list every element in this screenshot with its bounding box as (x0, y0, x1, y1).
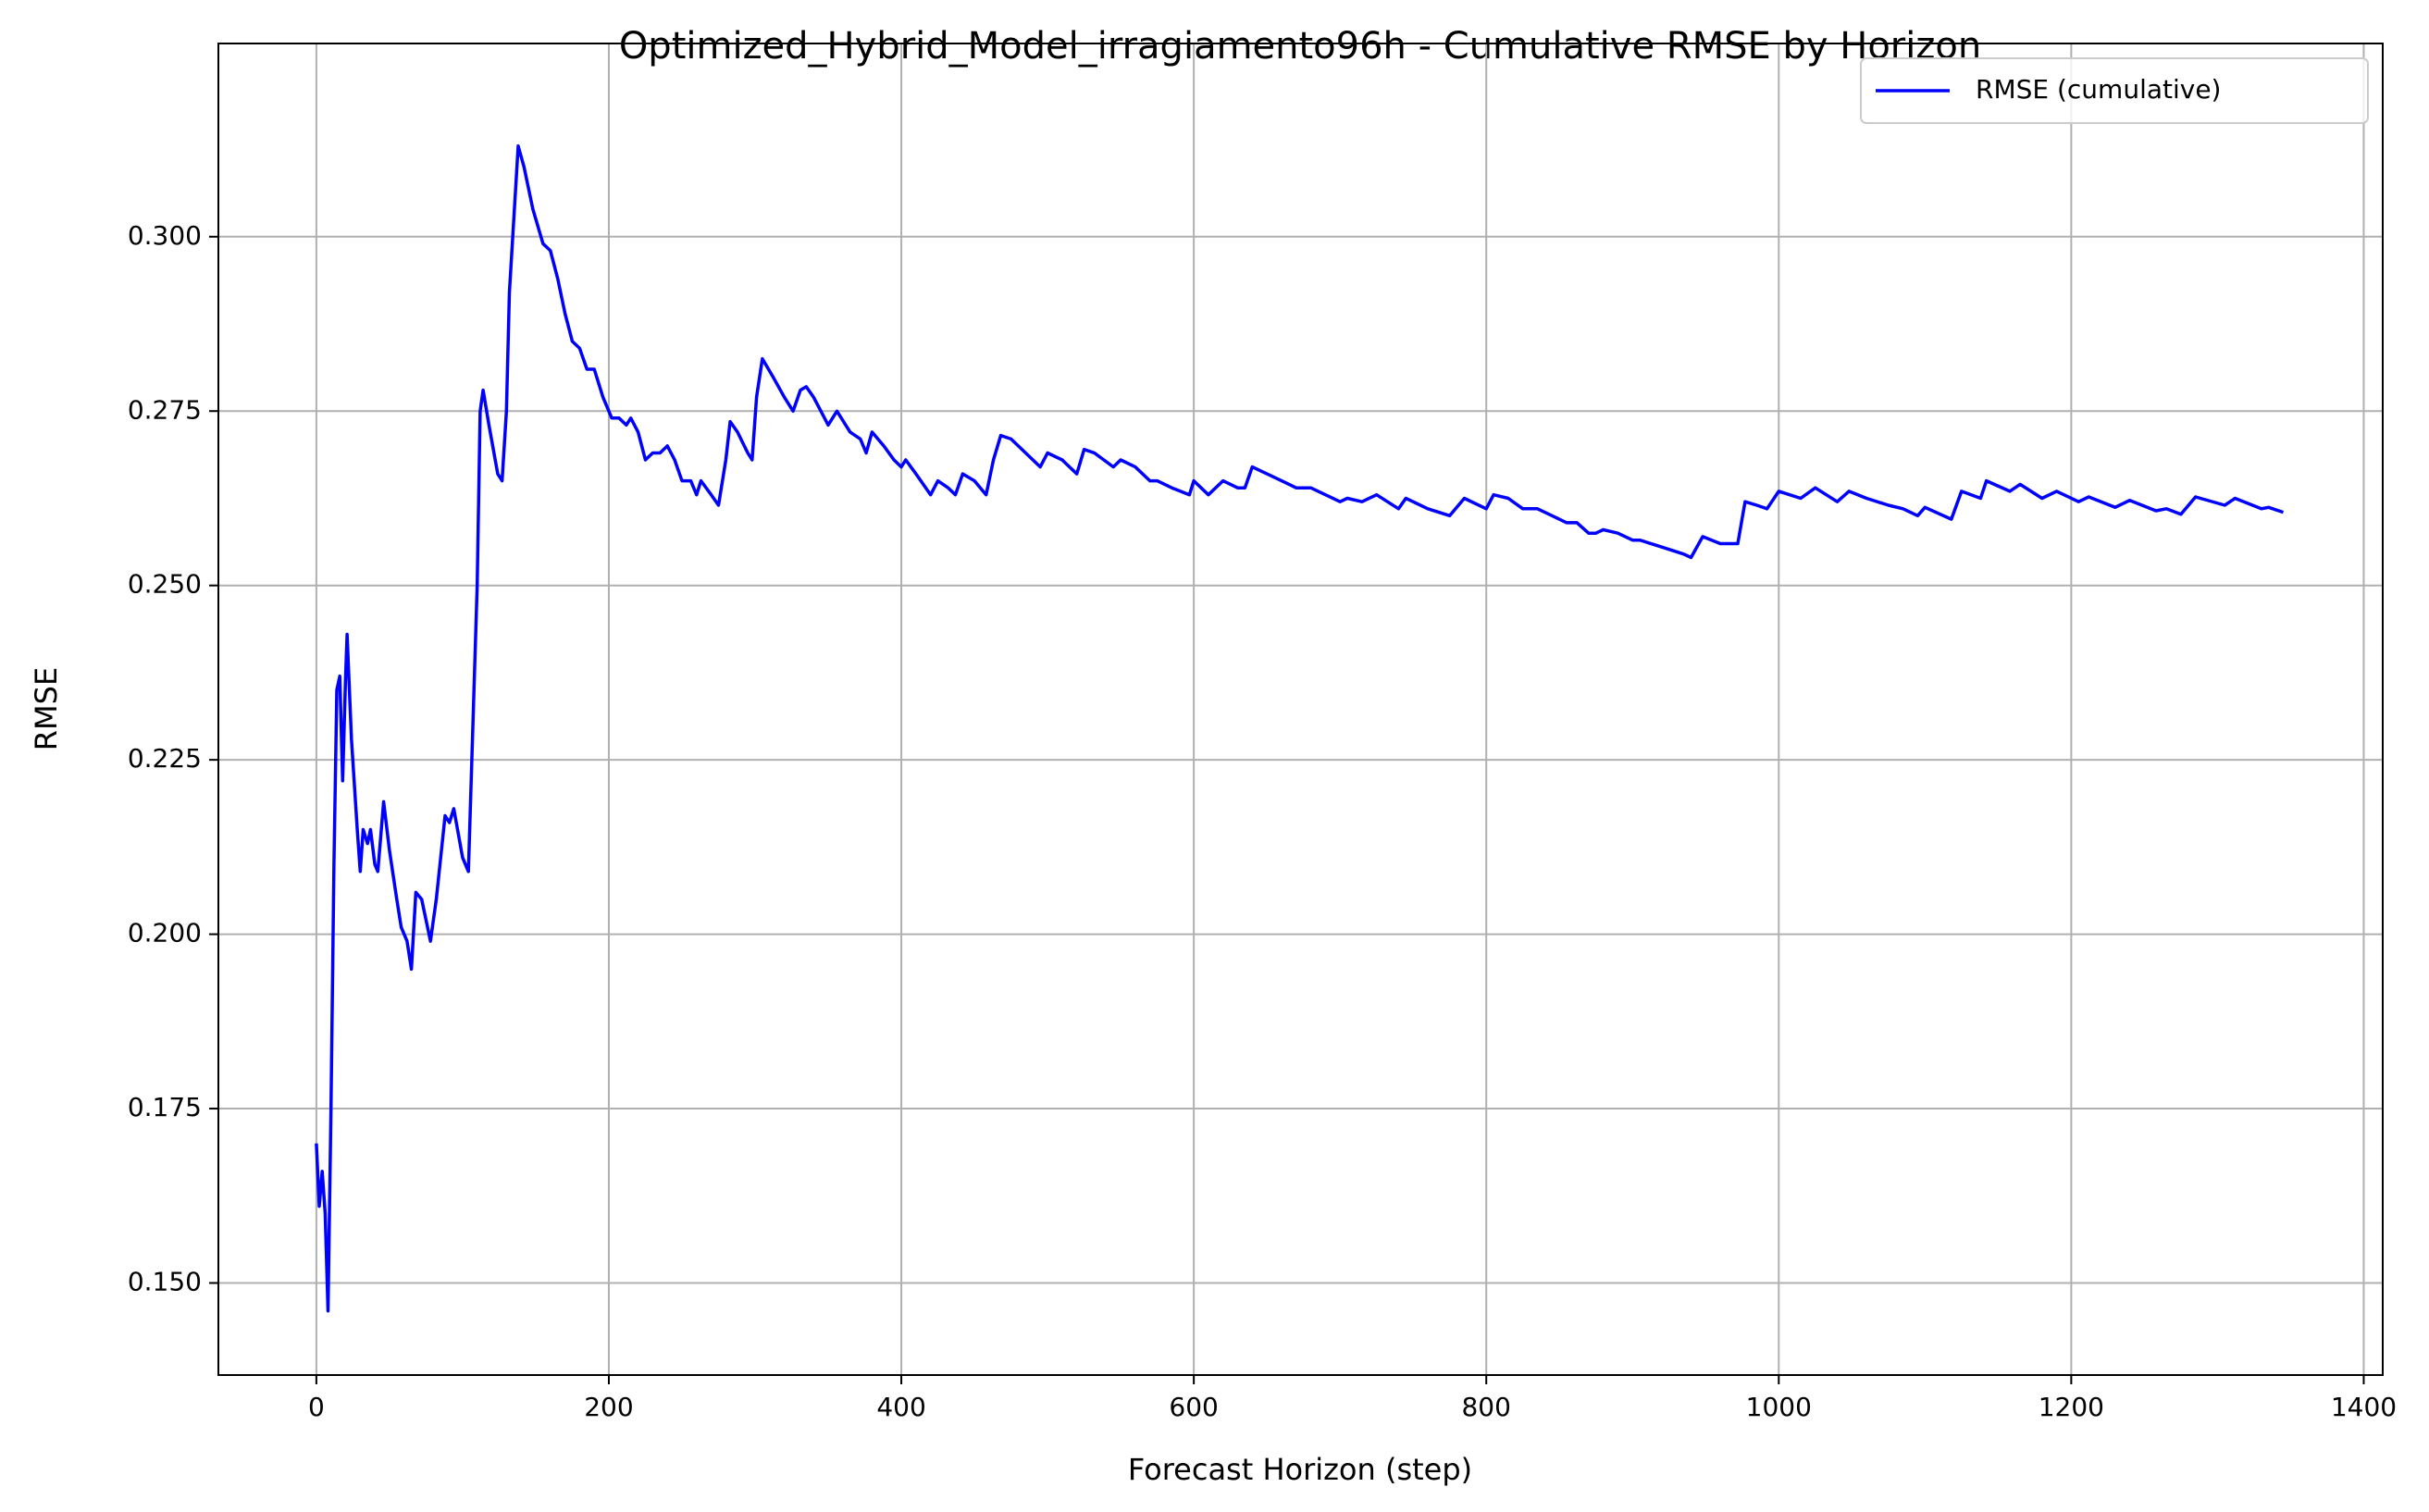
x-tick-label: 1000 (1746, 1392, 1812, 1422)
legend-label: RMSE (cumulative) (1976, 74, 2221, 105)
plot-frame (217, 43, 2384, 1376)
legend-box (1860, 57, 2369, 124)
y-axis-label: RMSE (29, 667, 64, 750)
x-tick-label: 800 (1461, 1392, 1510, 1422)
chart-title: Optimized_Hybrid_Model_irragiamento96h -… (619, 25, 1981, 68)
y-tick-label: 0.300 (128, 220, 202, 251)
y-tick-label: 0.225 (128, 743, 202, 774)
x-tick-label: 0 (308, 1392, 325, 1422)
y-tick-label: 0.275 (128, 394, 202, 425)
data-line (315, 144, 2285, 1313)
x-tick-label: 600 (1169, 1392, 1218, 1422)
y-tick-label: 0.175 (128, 1092, 202, 1122)
y-tick-label: 0.150 (128, 1266, 202, 1296)
x-axis-label: Forecast Horizon (step) (1128, 1452, 1472, 1487)
y-tick-label: 0.250 (128, 569, 202, 600)
x-tick-label: 1200 (2039, 1392, 2104, 1422)
x-tick-label: 200 (584, 1392, 633, 1422)
y-tick-label: 0.200 (128, 918, 202, 948)
x-tick-label: 1400 (2331, 1392, 2397, 1422)
x-tick-label: 400 (876, 1392, 925, 1422)
